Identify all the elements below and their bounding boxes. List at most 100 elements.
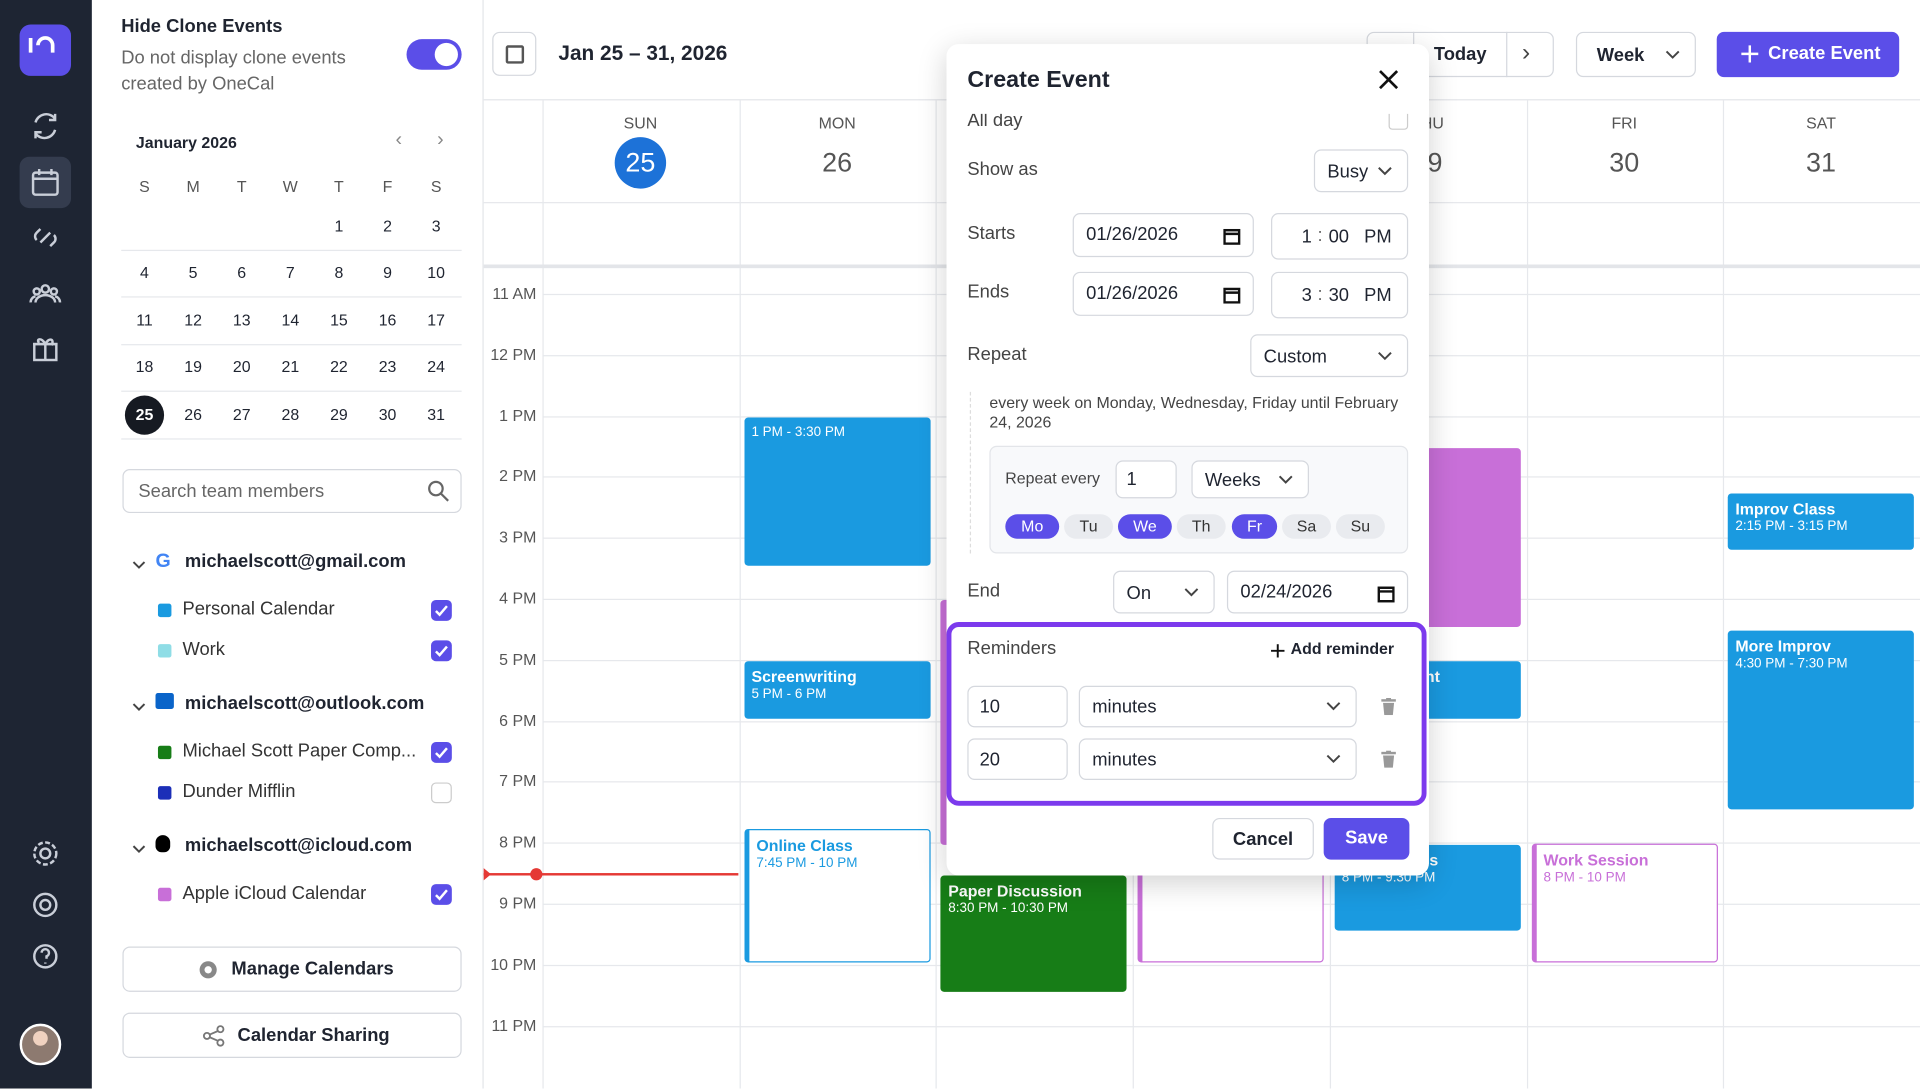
- mini-day[interactable]: 19: [173, 348, 212, 387]
- repeat-select[interactable]: Custom: [1250, 334, 1408, 377]
- weekday-chip[interactable]: Fr: [1232, 514, 1277, 538]
- reminder-unit[interactable]: minutes: [1079, 738, 1357, 780]
- mini-weekday: S: [132, 178, 156, 196]
- weekday-chip[interactable]: Mo: [1005, 514, 1059, 538]
- weekday-chip[interactable]: Tu: [1064, 514, 1113, 538]
- close-button[interactable]: [1376, 67, 1400, 98]
- mini-day[interactable]: 29: [319, 395, 358, 434]
- mini-day[interactable]: 18: [125, 348, 164, 387]
- ends-date[interactable]: 01/26/2026: [1073, 272, 1254, 316]
- mini-day[interactable]: 28: [271, 395, 310, 434]
- hour-line: [542, 1026, 1920, 1027]
- mini-day[interactable]: 1: [319, 207, 358, 246]
- save-button[interactable]: Save: [1324, 818, 1410, 860]
- calendar-name: Michael Scott Paper Comp...: [182, 741, 416, 762]
- starts-date[interactable]: 01/26/2026: [1073, 213, 1254, 257]
- show-as-select[interactable]: Busy: [1314, 149, 1408, 192]
- prev-month[interactable]: ‹: [396, 130, 403, 152]
- view-select[interactable]: Week: [1576, 32, 1696, 77]
- sidebar-button[interactable]: Manage Calendars: [122, 947, 461, 992]
- account-email: michaelscott@icloud.com: [185, 835, 412, 856]
- mini-day[interactable]: 13: [222, 301, 261, 340]
- repeat-unit[interactable]: Weeks: [1191, 460, 1309, 498]
- mini-day[interactable]: 12: [173, 301, 212, 340]
- collapse-button[interactable]: [492, 32, 536, 76]
- day-date[interactable]: 30: [1599, 137, 1650, 188]
- mini-day[interactable]: 26: [173, 395, 212, 434]
- reminder-unit[interactable]: minutes: [1079, 686, 1357, 728]
- mini-day[interactable]: 22: [319, 348, 358, 387]
- calendar-checkbox[interactable]: [431, 884, 452, 905]
- hour-label: 1 PM: [484, 406, 537, 424]
- weekday-chip[interactable]: We: [1118, 514, 1172, 538]
- create-button[interactable]: Create Event: [1717, 32, 1899, 77]
- end-date[interactable]: 02/24/2026: [1227, 571, 1408, 614]
- mini-day[interactable]: 3: [417, 207, 456, 246]
- reminder-delete[interactable]: [1381, 751, 1396, 774]
- search-box[interactable]: Search team members: [122, 469, 461, 513]
- mini-day[interactable]: 14: [271, 301, 310, 340]
- cancel-button[interactable]: Cancel: [1212, 818, 1314, 860]
- calendar-name: Dunder Mifflin: [182, 781, 295, 802]
- mini-day[interactable]: 5: [173, 254, 212, 293]
- mini-weekday: S: [424, 178, 448, 196]
- calendar-checkbox[interactable]: [431, 600, 452, 621]
- column-line: [936, 100, 937, 1088]
- end-mode[interactable]: On: [1113, 571, 1215, 614]
- event[interactable]: 1 PM - 3:30 PM: [744, 418, 930, 566]
- day-date[interactable]: 26: [811, 137, 862, 188]
- calendar-color: [158, 746, 171, 759]
- weekday-chip[interactable]: Th: [1177, 514, 1226, 538]
- add-reminder[interactable]: Add reminder: [1291, 639, 1394, 657]
- day-date[interactable]: 31: [1795, 137, 1846, 188]
- mini-day[interactable]: 8: [319, 254, 358, 293]
- mini-day[interactable]: 17: [417, 301, 456, 340]
- account-chevron[interactable]: [132, 839, 145, 861]
- reminder-delete[interactable]: [1381, 698, 1396, 721]
- event-title: Online Class: [756, 836, 921, 854]
- mini-day[interactable]: 31: [417, 395, 456, 434]
- mini-day[interactable]: 11: [125, 301, 164, 340]
- hour-line: [542, 965, 1920, 966]
- sidebar-button[interactable]: Calendar Sharing: [122, 1013, 461, 1058]
- repeat-every-input[interactable]: 1: [1116, 460, 1177, 498]
- reminder-value[interactable]: 20: [967, 738, 1067, 780]
- time-ampm: PM: [1364, 285, 1392, 306]
- mini-day[interactable]: 2: [368, 207, 407, 246]
- repeat-every-label: Repeat every: [1005, 469, 1100, 487]
- weekday-chip[interactable]: Sa: [1282, 514, 1331, 538]
- calendar-color: [158, 644, 171, 657]
- mini-day[interactable]: 9: [368, 254, 407, 293]
- account-chevron[interactable]: [132, 697, 145, 719]
- column-line: [1723, 100, 1724, 1088]
- calendar-checkbox[interactable]: [431, 640, 452, 661]
- mini-day[interactable]: 30: [368, 395, 407, 434]
- weekday-chip[interactable]: Su: [1336, 514, 1385, 538]
- mini-day[interactable]: 25: [125, 395, 164, 434]
- day-date[interactable]: 25: [615, 137, 666, 188]
- mini-day[interactable]: 23: [368, 348, 407, 387]
- next-month[interactable]: ›: [437, 130, 444, 152]
- reminder-value[interactable]: 10: [967, 686, 1067, 728]
- mini-divider: [121, 297, 461, 298]
- clone-description: Do not display clone events created by O…: [121, 45, 366, 96]
- clone-title: Hide Clone Events: [121, 16, 282, 37]
- calendar-checkbox[interactable]: [431, 782, 452, 803]
- mini-day[interactable]: 15: [319, 301, 358, 340]
- mini-day[interactable]: 16: [368, 301, 407, 340]
- calendar-checkbox[interactable]: [431, 742, 452, 763]
- event-time: 7:45 PM - 10 PM: [756, 855, 921, 872]
- next-week[interactable]: ›: [1522, 39, 1530, 67]
- account-chevron[interactable]: [132, 555, 145, 577]
- toggle[interactable]: [407, 39, 462, 70]
- account-icon: G: [156, 551, 171, 573]
- mini-day[interactable]: 27: [222, 395, 261, 434]
